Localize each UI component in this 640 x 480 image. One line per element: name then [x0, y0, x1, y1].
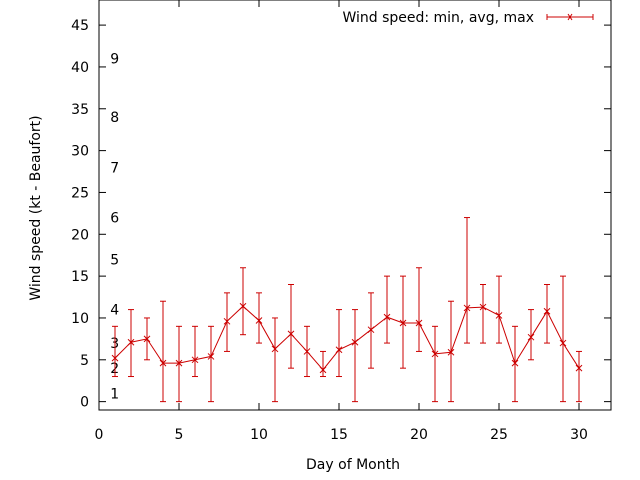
data-point [543, 307, 551, 315]
data-point [255, 317, 263, 324]
data-point [447, 348, 455, 356]
y-tick-label: 30 [71, 144, 89, 160]
y-tick-label: 20 [71, 227, 89, 243]
data-point [527, 333, 535, 341]
data-point [143, 335, 151, 343]
data-point [223, 317, 231, 325]
data-point [479, 303, 487, 311]
y-tick-label: 0 [80, 395, 89, 411]
data-point [175, 359, 183, 367]
data-point [271, 345, 279, 353]
data-point [191, 356, 199, 364]
data-point [335, 346, 343, 354]
x-axis-label: Day of Month [306, 457, 400, 473]
series-line [114, 305, 580, 371]
beaufort-label: 8 [110, 110, 119, 126]
beaufort-label: 1 [110, 386, 119, 402]
y-tick-label: 5 [80, 353, 89, 369]
x-tick-label: 15 [330, 427, 348, 443]
data-point [159, 359, 167, 367]
y-tick-label: 10 [71, 311, 89, 327]
series-group [111, 217, 583, 403]
data-point [511, 359, 519, 367]
data-point [575, 364, 583, 372]
x-tick-label: 0 [95, 427, 104, 443]
y-tick-label: 45 [71, 18, 89, 34]
x-tick-label: 25 [490, 427, 508, 443]
data-point [239, 302, 247, 310]
y-axis-label: Wind speed (kt - Beaufort) [28, 115, 44, 300]
beaufort-label: 7 [110, 160, 119, 176]
legend: Wind speed: min, avg, max [342, 10, 594, 26]
data-point [399, 319, 407, 327]
data-point [495, 312, 503, 319]
beaufort-label: 9 [110, 52, 119, 68]
y-tick-label: 40 [71, 60, 89, 76]
x-tick-label: 10 [250, 427, 268, 443]
beaufort-label: 6 [110, 211, 119, 227]
data-point [319, 366, 327, 374]
data-point [207, 353, 215, 360]
data-point [431, 350, 439, 358]
data-point [351, 338, 359, 346]
data-point [303, 348, 311, 355]
plot-frame [98, 0, 612, 411]
data-point [111, 354, 119, 362]
legend-label: Wind speed: min, avg, max [342, 10, 534, 26]
data-point [415, 319, 423, 327]
data-point [367, 326, 375, 334]
data-point [287, 330, 295, 338]
legend-marker [567, 13, 573, 21]
beaufort-label: 4 [110, 303, 119, 319]
x-tick-label: 5 [175, 427, 184, 443]
y-tick-label: 25 [71, 185, 89, 201]
beaufort-label: 5 [110, 252, 119, 268]
y-tick-label: 35 [71, 102, 89, 118]
data-point [127, 338, 135, 346]
data-point [463, 304, 471, 312]
data-point [383, 313, 391, 321]
x-tick-label: 30 [570, 427, 588, 443]
y-tick-label: 15 [71, 269, 89, 285]
data-point [559, 339, 567, 347]
x-tick-label: 20 [410, 427, 428, 443]
